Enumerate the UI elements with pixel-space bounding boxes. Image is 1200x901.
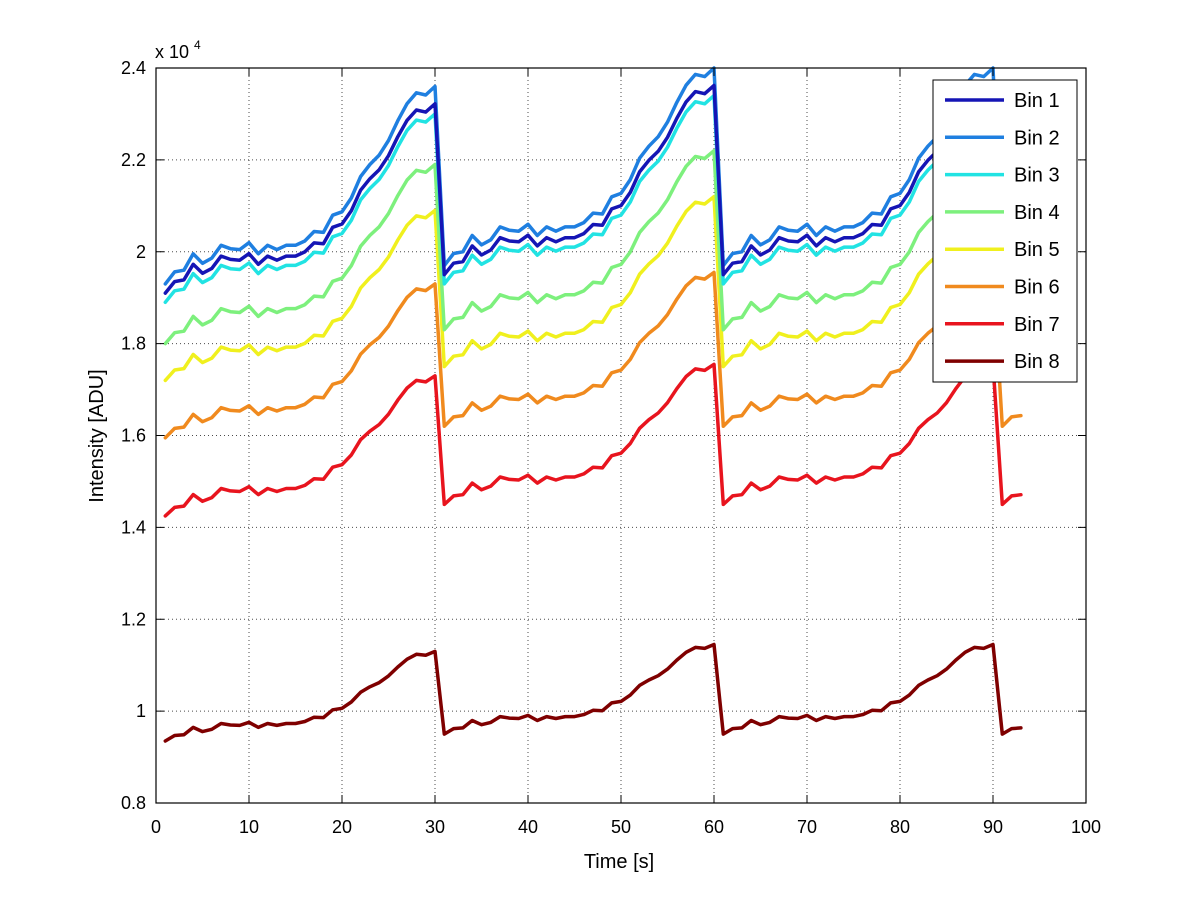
y-tick-label: 1.6 [121, 426, 146, 446]
legend-label: Bin 5 [1014, 239, 1060, 261]
legend: Bin 1 Bin 2 Bin 3 Bin 4 Bin 5 Bin 6 Bin 7 Bin 8 [932, 79, 1078, 383]
series-layer [163, 66, 1023, 743]
x-tick-label: 90 [983, 817, 1003, 837]
y-tick-label: 2 [136, 242, 146, 262]
x-tick-label: 40 [518, 817, 538, 837]
legend-box [932, 79, 1078, 383]
x-tick-label: 10 [239, 817, 259, 837]
y-tick-label: 1.8 [121, 334, 146, 354]
series-line-bin-7 [163, 362, 1023, 518]
x-tick-label: 50 [611, 817, 631, 837]
x-tick-label: 60 [704, 817, 724, 837]
grid [156, 68, 1086, 803]
series-line-bin-3 [163, 93, 1023, 305]
y-tick-label: 2.2 [121, 150, 146, 170]
x-tick-label: 30 [425, 817, 445, 837]
legend-label: Bin 4 [1014, 202, 1060, 224]
y-multiplier-exponent: 4 [194, 38, 201, 52]
y-axis-label: Intensity [ADU] [86, 369, 108, 502]
ticks [155, 67, 1087, 804]
legend-label: Bin 2 [1014, 127, 1060, 149]
y-multiplier: x 10 4 [155, 38, 201, 62]
series-line-bin-5 [163, 194, 1023, 383]
x-tick-label: 100 [1071, 817, 1101, 837]
y-tick-label: 0.8 [121, 793, 146, 813]
y-tick-label: 1.2 [121, 609, 146, 629]
legend-label: Bin 1 [1014, 90, 1060, 112]
legend-label: Bin 8 [1014, 351, 1060, 373]
series-line-bin-8 [163, 642, 1023, 743]
legend-label: Bin 3 [1014, 165, 1060, 187]
series-line-bin-2 [163, 66, 1023, 286]
legend-label: Bin 7 [1014, 314, 1060, 336]
x-tick-label: 0 [151, 817, 161, 837]
legend-label: Bin 6 [1014, 277, 1060, 299]
tick-labels: 0 10 20 30 40 50 60 70 80 90 100 0.8 1 1.2 1.4 1.6 1.8 2 2… [121, 58, 1101, 837]
x-tick-label: 20 [332, 817, 352, 837]
y-multiplier-base: x 10 [155, 42, 189, 62]
y-tick-label: 1 [136, 701, 146, 721]
y-tick-label: 2.4 [121, 58, 146, 78]
series-line-bin-4 [163, 148, 1023, 346]
y-tick-label: 1.4 [121, 517, 146, 537]
series-line-bin-6 [163, 270, 1023, 440]
x-tick-label: 70 [797, 817, 817, 837]
series-line-bin-1 [163, 83, 1023, 295]
x-tick-label: 80 [890, 817, 910, 837]
x-axis-label: Time [s] [584, 851, 654, 873]
